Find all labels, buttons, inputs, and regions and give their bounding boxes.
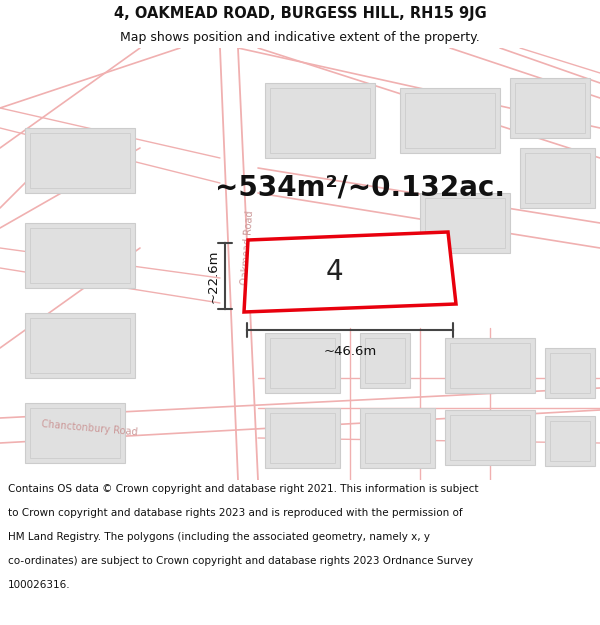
- Text: to Crown copyright and database rights 2023 and is reproduced with the permissio: to Crown copyright and database rights 2…: [8, 508, 463, 518]
- Bar: [265, 408, 340, 468]
- Text: ~22.6m: ~22.6m: [207, 249, 220, 302]
- Text: co-ordinates) are subject to Crown copyright and database rights 2023 Ordnance S: co-ordinates) are subject to Crown copyr…: [8, 556, 473, 566]
- Text: Map shows position and indicative extent of the property.: Map shows position and indicative extent…: [120, 31, 480, 44]
- Bar: [405, 93, 495, 148]
- Text: 4, OAKMEAD ROAD, BURGESS HILL, RH15 9JG: 4, OAKMEAD ROAD, BURGESS HILL, RH15 9JG: [113, 6, 487, 21]
- Bar: [450, 343, 530, 388]
- Bar: [25, 128, 135, 193]
- Bar: [515, 83, 585, 133]
- Bar: [30, 228, 130, 283]
- Bar: [360, 408, 435, 468]
- Text: HM Land Registry. The polygons (including the associated geometry, namely x, y: HM Land Registry. The polygons (includin…: [8, 532, 430, 542]
- Bar: [445, 410, 535, 465]
- Bar: [450, 415, 530, 460]
- Bar: [425, 198, 505, 248]
- Bar: [445, 338, 535, 393]
- Text: Oakmead Road: Oakmead Road: [241, 211, 256, 286]
- Bar: [545, 348, 595, 398]
- Text: ~534m²/~0.132ac.: ~534m²/~0.132ac.: [215, 174, 505, 202]
- Bar: [520, 148, 595, 208]
- Bar: [265, 83, 375, 158]
- Bar: [30, 318, 130, 373]
- Bar: [550, 353, 590, 393]
- Text: ~46.6m: ~46.6m: [323, 345, 377, 358]
- Bar: [265, 333, 340, 393]
- Text: 100026316.: 100026316.: [8, 580, 70, 590]
- Text: 4: 4: [325, 258, 343, 286]
- Bar: [365, 413, 430, 463]
- Bar: [270, 338, 335, 388]
- Bar: [270, 413, 335, 463]
- Bar: [510, 78, 590, 138]
- Bar: [400, 88, 500, 153]
- Bar: [30, 133, 130, 188]
- Bar: [365, 338, 405, 383]
- Text: Chanctonbury Road: Chanctonbury Road: [41, 419, 139, 437]
- Bar: [270, 88, 370, 153]
- Bar: [550, 421, 590, 461]
- Text: Contains OS data © Crown copyright and database right 2021. This information is : Contains OS data © Crown copyright and d…: [8, 484, 478, 494]
- Bar: [30, 408, 120, 458]
- Bar: [360, 333, 410, 388]
- Bar: [25, 313, 135, 378]
- Bar: [420, 193, 510, 253]
- Bar: [25, 223, 135, 288]
- Polygon shape: [244, 232, 456, 312]
- Bar: [545, 416, 595, 466]
- Bar: [525, 153, 590, 203]
- Bar: [25, 403, 125, 463]
